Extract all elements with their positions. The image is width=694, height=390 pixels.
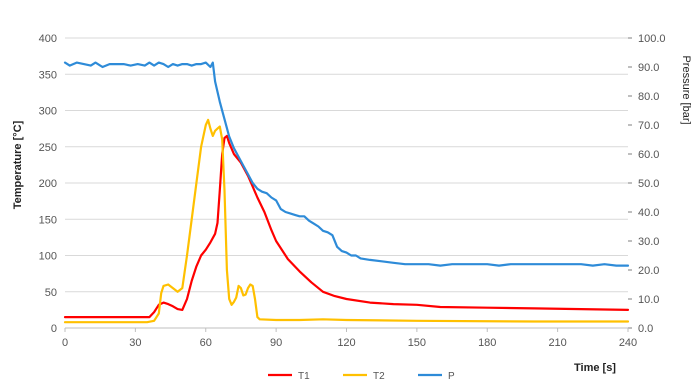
x-tick-label: 240	[619, 337, 637, 349]
y2-tick-label: 30.0	[638, 236, 659, 248]
series-line-t2	[63, 118, 630, 324]
y-tick-label: 0	[51, 323, 57, 335]
legend-label-t1: T1	[298, 371, 310, 382]
y2-tick-label: 50.0	[638, 178, 659, 190]
legend-label-p: P	[448, 371, 455, 382]
series-line-p	[63, 61, 630, 267]
x-tick-label: 60	[200, 337, 212, 349]
legend-label-t2: T2	[373, 371, 385, 382]
y-tick-label: 150	[39, 214, 57, 226]
y2-tick-label: 60.0	[638, 149, 659, 161]
y2-tick-label: 100.0	[638, 33, 666, 45]
y2-tick-label: 20.0	[638, 265, 659, 277]
grid-layer	[65, 37, 628, 329]
y2-tick-label: 80.0	[638, 91, 659, 103]
y-axis-left: 0 50 100 150 200 250 300 350 400	[39, 33, 57, 335]
y-tick-label: 50	[45, 287, 57, 299]
y-tick-label: 100	[39, 251, 57, 263]
y-axis-title-temperature: Temperature [°C]	[12, 120, 24, 209]
y2-tick-label: 90.0	[638, 62, 659, 74]
x-tick-label: 120	[337, 337, 355, 349]
x-tick-label: 30	[129, 337, 141, 349]
y2-tick-label: 10.0	[638, 294, 659, 306]
x-tick-label: 90	[270, 337, 282, 349]
y-axis-right: 0.0 10.0 20.0 30.0 40.0 50.0 60.0 70.0 80.0 90.0 1…	[628, 33, 666, 335]
x-tick-label: 150	[408, 337, 426, 349]
y-tick-label: 300	[39, 106, 57, 118]
y-tick-label: 250	[39, 142, 57, 154]
legend: T1 T2 P	[268, 371, 455, 382]
y2-tick-label: 0.0	[638, 323, 653, 335]
y-axis-title-pressure: Pressure [bar]	[680, 55, 692, 124]
x-tick-label: 210	[548, 337, 566, 349]
x-tick-label: 180	[478, 337, 496, 349]
series-line-t1	[63, 134, 630, 319]
y-tick-label: 400	[39, 33, 57, 45]
y-tick-label: 200	[39, 178, 57, 190]
x-tick-label: 0	[62, 337, 68, 349]
y-tick-label: 350	[39, 69, 57, 81]
series-layer	[63, 61, 630, 324]
x-axis-title-time: Time [s]	[574, 362, 616, 374]
y2-tick-label: 40.0	[638, 207, 659, 219]
y2-tick-label: 70.0	[638, 120, 659, 132]
x-axis: 0 30 60 90 120 150 180 210 240	[62, 328, 637, 349]
